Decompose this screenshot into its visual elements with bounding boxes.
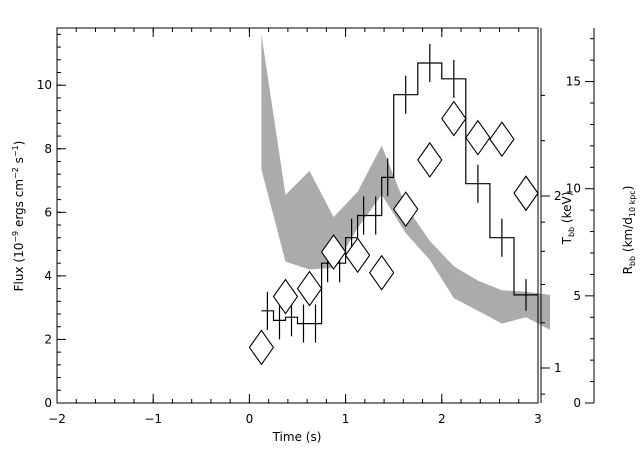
x-tick-label: 3 [534,412,542,426]
temperature-points-layer [248,100,539,366]
temperature-point [320,234,347,271]
flux-histogram-line [261,62,538,325]
temperature-point [393,191,419,228]
temperature-point [344,237,371,274]
temperature-point [441,100,467,137]
radius-tick-label: 10 [566,182,581,196]
temperature-axis: 12 [540,28,562,403]
x-tick-label: 2 [438,412,446,426]
x-tick-label: −2 [48,412,66,426]
temperature-point [417,141,443,178]
y-tick-label: 8 [44,142,52,156]
y-tick-label: 6 [44,205,52,219]
left-y-axis-title: Flux (10−9 ergs cm−2 s−1) [11,141,26,292]
y-tick-label: 10 [37,78,52,92]
x-tick-label: 0 [246,412,254,426]
temperature-point [248,329,275,366]
temperature-point [272,278,299,315]
temperature-axis-title: Tbb (keV) [560,192,576,246]
x-axis: −2 −1 0 1 2 3 [48,28,542,426]
y-tick-label: 4 [44,269,52,283]
radius-axis: 0 5 10 15 [566,28,595,410]
left-y-axis: 0 2 4 6 8 10 [37,33,66,410]
temperature-tick-label: 1 [554,361,562,375]
y-tick-label: 2 [44,332,52,346]
plot-frame [56,27,539,404]
temperature-point [513,175,539,212]
temperature-point [369,254,395,291]
radius-axis-title: Rbb (km/d10 kpc) [621,186,637,275]
radius-tick-label: 5 [573,289,581,303]
y-tick-label: 0 [44,396,52,410]
temperature-tick-label: 2 [554,189,562,203]
x-tick-label: 1 [342,412,350,426]
radius-tick-label: 0 [573,396,581,410]
x-axis-title: Time (s) [272,430,322,444]
radius-tick-label: 15 [566,75,581,89]
x-tick-label: −1 [144,412,162,426]
flux-histogram-layer [261,43,538,343]
temperature-point [296,270,323,307]
temperature-point [489,121,515,158]
temperature-point [465,119,491,156]
